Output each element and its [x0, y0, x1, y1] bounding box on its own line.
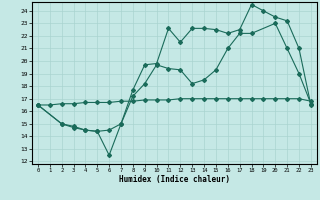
X-axis label: Humidex (Indice chaleur): Humidex (Indice chaleur): [119, 175, 230, 184]
